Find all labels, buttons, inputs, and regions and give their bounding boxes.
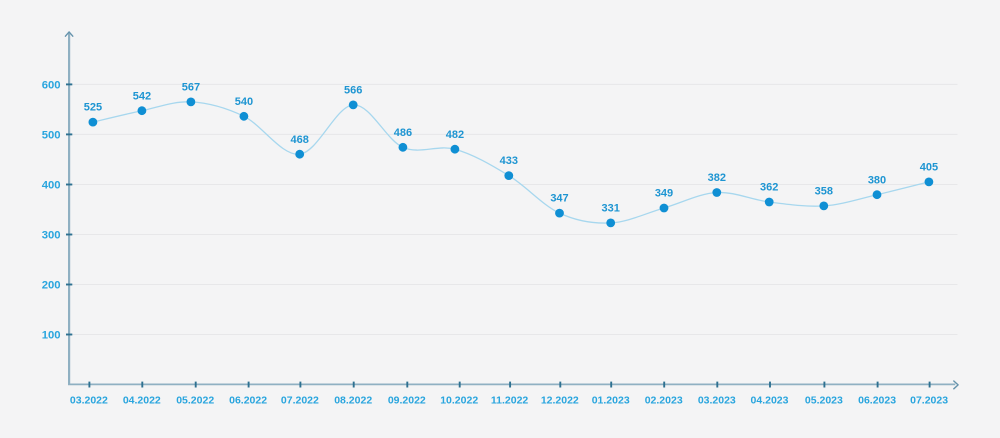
svg-text:10.2022: 10.2022 [440,394,478,406]
svg-text:347: 347 [550,193,568,205]
svg-text:500: 500 [42,130,61,142]
svg-text:468: 468 [291,134,309,146]
svg-text:540: 540 [235,96,253,108]
svg-text:04.2022: 04.2022 [123,394,161,406]
svg-text:433: 433 [500,155,518,167]
svg-text:06.2022: 06.2022 [229,394,267,406]
svg-text:03.2023: 03.2023 [698,394,736,406]
svg-text:06.2023: 06.2023 [858,394,896,406]
svg-text:02.2023: 02.2023 [645,394,683,406]
svg-text:200: 200 [42,280,61,292]
svg-text:486: 486 [394,127,412,139]
svg-text:05.2023: 05.2023 [805,394,843,406]
svg-text:04.2023: 04.2023 [751,394,789,406]
svg-text:525: 525 [84,102,102,114]
svg-text:542: 542 [133,90,151,102]
svg-text:382: 382 [708,172,726,184]
svg-text:400: 400 [42,180,61,192]
svg-text:331: 331 [602,203,620,215]
svg-text:567: 567 [182,82,200,94]
svg-text:349: 349 [655,188,673,200]
svg-text:01.2023: 01.2023 [592,394,630,406]
svg-text:07.2022: 07.2022 [281,394,319,406]
svg-text:11.2022: 11.2022 [491,394,529,406]
svg-text:380: 380 [868,174,886,186]
svg-text:362: 362 [760,182,778,194]
svg-text:482: 482 [446,129,464,141]
svg-text:405: 405 [920,162,938,174]
svg-text:12.2022: 12.2022 [541,394,579,406]
svg-text:07.2023: 07.2023 [910,394,948,406]
svg-text:08.2022: 08.2022 [334,394,372,406]
svg-text:300: 300 [42,230,61,242]
svg-text:600: 600 [42,80,61,92]
svg-text:566: 566 [344,85,362,97]
svg-text:03.2022: 03.2022 [70,394,108,406]
svg-text:358: 358 [815,186,833,198]
svg-text:100: 100 [42,330,61,342]
svg-text:09.2022: 09.2022 [388,394,426,406]
svg-text:05.2022: 05.2022 [176,394,214,406]
